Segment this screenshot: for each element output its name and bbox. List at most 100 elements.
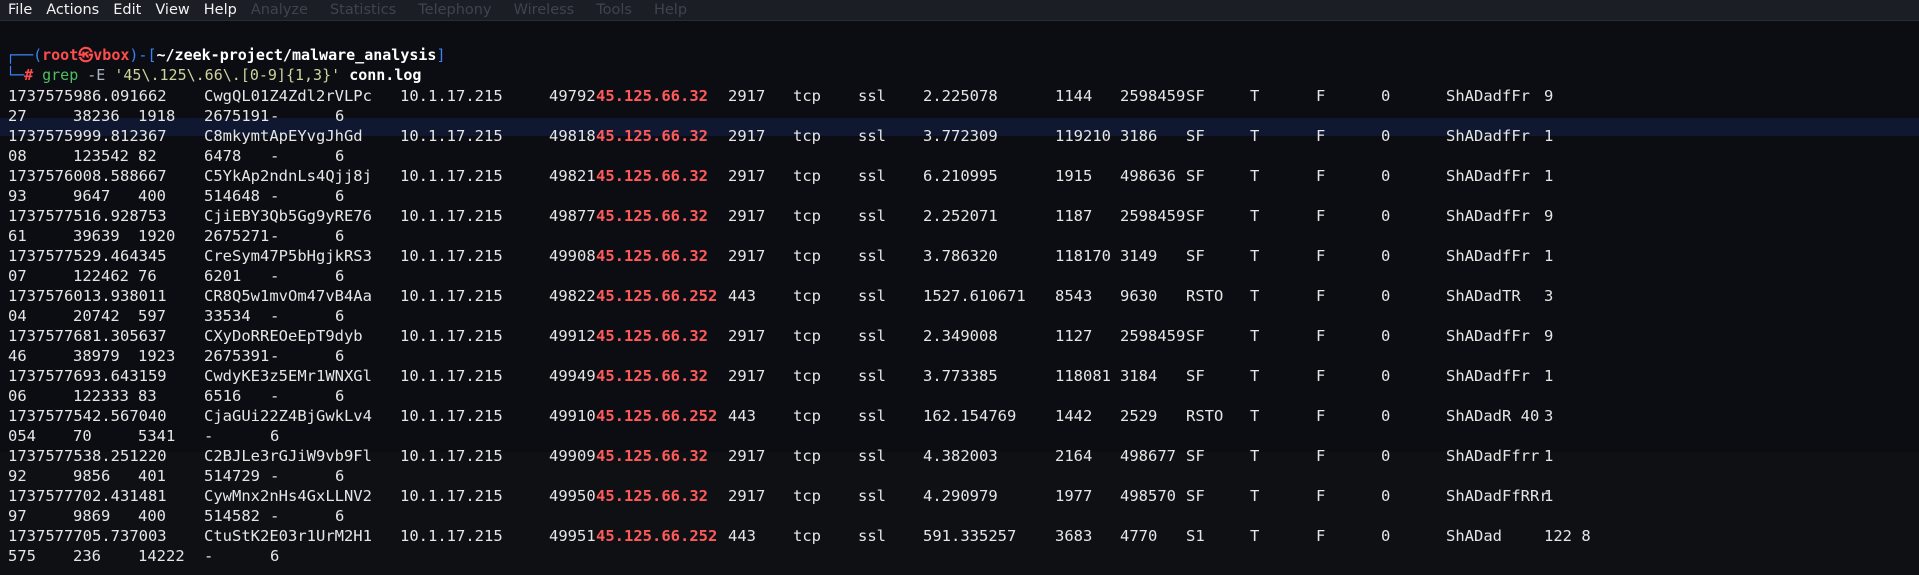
field-orig-h: 10.1.17.215 [400, 407, 503, 425]
field-orig-h: 10.1.17.215 [400, 87, 503, 105]
field-uid: CwdyKE3z5EMr1WNXGl [204, 367, 372, 385]
log-record: 1737577702.431481 CywMnx2nHs4GxLLNV2 10.1.… [0, 486, 1919, 526]
field-wrap-l2e: - [270, 387, 280, 405]
field-wrap-l2f: 6 [335, 267, 345, 285]
field-history: ShADadfFr [1446, 167, 1530, 185]
field-service: ssl [858, 487, 886, 505]
field-resp-p: 2917 [728, 247, 766, 265]
field-wrap-l2a: 27 [8, 107, 27, 125]
field-resp-bytes: 498636 [1120, 167, 1176, 185]
field-resp-bytes: 4770 [1120, 527, 1158, 545]
field-wrap-l2b: 236 [73, 547, 101, 565]
field-local-orig: T [1250, 287, 1260, 305]
log-record: 1737576013.938011 CR8Q5w1mvOm47vB4Aa 10.1.… [0, 286, 1919, 326]
log-record: 1737577542.567040 CjaGUi22Z4BjGwkLv4 10.1.… [0, 406, 1919, 446]
menu-help[interactable]: Help [203, 2, 237, 18]
field-uid: C2BJLe3rGJiW9vb9Fl [204, 447, 372, 465]
field-missed: 0 [1381, 327, 1391, 345]
prompt-host: vbox [93, 46, 130, 64]
field-wrap-l2c: 5341 [138, 427, 176, 445]
field-history: ShADadTR [1446, 287, 1521, 305]
field-orig-bytes: 118170 [1055, 247, 1111, 265]
field-orig-bytes: 1977 [1055, 487, 1093, 505]
field-proto: tcp [793, 207, 821, 225]
field-orig-bytes: 1187 [1055, 207, 1093, 225]
prompt-user: root [42, 46, 79, 64]
field-resp-h: 45.125.66.252 [596, 527, 718, 545]
field-missed: 0 [1381, 367, 1391, 385]
field-resp-p: 2917 [728, 367, 766, 385]
field-wrap-l2b: 9869 [73, 507, 111, 525]
field-wrap-l2b: 39639 [73, 227, 120, 245]
field-tail: 1 [1544, 167, 1554, 185]
field-service: ssl [858, 287, 886, 305]
field-duration: 591.335257 [923, 527, 1017, 545]
field-wrap-l2f: 6 [335, 467, 345, 485]
field-resp-bytes: 498677 [1120, 447, 1176, 465]
field-state: S1 [1186, 527, 1205, 545]
menu-file[interactable]: File [8, 2, 33, 18]
field-local-orig: T [1250, 167, 1260, 185]
field-wrap-l2e: - [270, 347, 280, 365]
field-resp-p: 443 [728, 527, 756, 545]
field-ts: 1737577542.567040 [8, 407, 167, 425]
field-wrap-l2d: 2675191 [204, 107, 270, 125]
menu-actions[interactable]: Actions [46, 2, 100, 18]
field-wrap-l2c: 1918 [138, 107, 176, 125]
field-wrap-l2c: 14222 [138, 547, 185, 565]
field-uid: CjaGUi22Z4BjGwkLv4 [204, 407, 372, 425]
field-ts: 1737577702.431481 [8, 487, 167, 505]
field-local-orig: T [1250, 207, 1260, 225]
field-orig-bytes: 1127 [1055, 327, 1093, 345]
field-wrap-l2b: 9647 [73, 187, 111, 205]
ghost-menu-tools: Tools [596, 2, 632, 18]
field-local-resp: F [1316, 527, 1326, 545]
field-local-orig: T [1250, 487, 1260, 505]
field-wrap-l2a: 92 [8, 467, 27, 485]
field-tail: 1 [1544, 447, 1554, 465]
field-local-resp: F [1316, 87, 1326, 105]
field-history: ShADadfFr [1446, 247, 1530, 265]
field-uid: C5YkAp2ndnLs4Qjj8j [204, 167, 372, 185]
field-orig-p: 49910 [549, 407, 596, 425]
log-record: 1737577681.305637 CXyDoRREOeEpT9dyb 10.1.1… [0, 326, 1919, 366]
field-ts: 1737577681.305637 [8, 327, 167, 345]
field-wrap-l2f: 6 [335, 227, 345, 245]
field-resp-h: 45.125.66.32 [596, 127, 708, 145]
field-resp-bytes: 3184 [1120, 367, 1158, 385]
field-orig-p: 49821 [549, 167, 596, 185]
field-wrap-l2e: - [270, 267, 280, 285]
command-flag: -E [87, 66, 106, 84]
field-local-orig: T [1250, 87, 1260, 105]
field-ts: 1737577538.251220 [8, 447, 167, 465]
field-uid: CjiEBY3Qb5Gg9yRE76 [204, 207, 372, 225]
command-line[interactable]: └─# grep -E '45\.125\.66\.[0-9]{1,3}' co… [6, 65, 421, 85]
field-resp-h: 45.125.66.32 [596, 447, 708, 465]
field-proto: tcp [793, 127, 821, 145]
log-record: 1737577693.643159 CwdyKE3z5EMr1WNXGl 10.1.… [0, 366, 1919, 406]
field-duration: 2.225078 [923, 87, 998, 105]
field-history: ShADadFfrr [1446, 447, 1540, 465]
field-wrap-l2e: 6 [270, 427, 280, 445]
field-orig-h: 10.1.17.215 [400, 367, 503, 385]
field-wrap-l2f: 6 [335, 107, 345, 125]
field-state: RSTO [1186, 287, 1224, 305]
log-record: 1737577529.464345 CreSym47P5bHgjkRS3 10.1.… [0, 246, 1919, 286]
ghost-menu-statistics: Statistics [329, 2, 397, 18]
field-resp-p: 2917 [728, 127, 766, 145]
field-orig-h: 10.1.17.215 [400, 287, 503, 305]
field-local-resp: F [1316, 287, 1326, 305]
field-missed: 0 [1381, 167, 1391, 185]
field-wrap-l2e: - [270, 227, 280, 245]
field-tail: 3 [1544, 407, 1554, 425]
field-resp-h: 45.125.66.32 [596, 87, 708, 105]
field-orig-h: 10.1.17.215 [400, 167, 503, 185]
field-resp-p: 443 [728, 407, 756, 425]
field-orig-bytes: 1144 [1055, 87, 1093, 105]
menu-view[interactable]: View [155, 2, 190, 18]
menu-edit[interactable]: Edit [113, 2, 142, 18]
field-orig-h: 10.1.17.215 [400, 327, 503, 345]
field-local-resp: F [1316, 487, 1326, 505]
field-wrap-l2a: 054 [8, 427, 36, 445]
field-resp-bytes: 2598459 [1120, 327, 1186, 345]
